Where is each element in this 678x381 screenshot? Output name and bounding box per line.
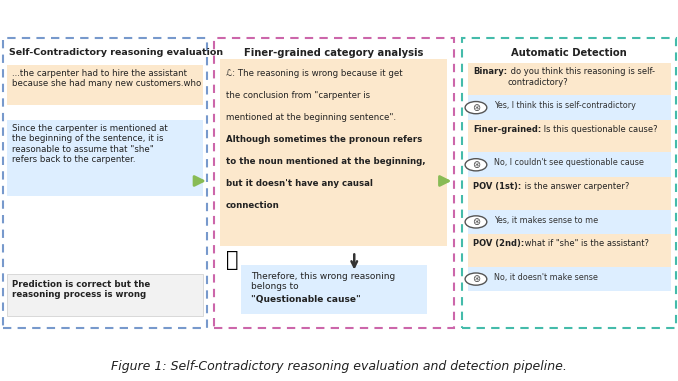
Circle shape — [465, 101, 487, 114]
Text: but it doesn't have any causal: but it doesn't have any causal — [226, 179, 373, 188]
FancyBboxPatch shape — [7, 274, 203, 316]
FancyBboxPatch shape — [3, 38, 207, 328]
FancyBboxPatch shape — [468, 152, 671, 177]
Text: the conclusion from "carpenter is: the conclusion from "carpenter is — [226, 91, 370, 100]
FancyBboxPatch shape — [7, 120, 203, 196]
Text: to the noun mentioned at the beginning,: to the noun mentioned at the beginning, — [226, 157, 425, 166]
Text: ⊛: ⊛ — [472, 274, 480, 284]
FancyBboxPatch shape — [241, 265, 427, 314]
Text: Figure 1: Self-Contradictory reasoning evaluation and detection pipeline.: Figure 1: Self-Contradictory reasoning e… — [111, 360, 567, 373]
Text: Therefore, this wrong reasoning
belongs to: Therefore, this wrong reasoning belongs … — [251, 272, 395, 291]
Text: Yes, it makes sense to me: Yes, it makes sense to me — [494, 216, 598, 224]
FancyBboxPatch shape — [462, 38, 676, 328]
FancyBboxPatch shape — [468, 63, 671, 95]
FancyBboxPatch shape — [468, 120, 671, 152]
Text: POV (1st):: POV (1st): — [473, 182, 521, 191]
Text: POV (2nd):: POV (2nd): — [473, 239, 525, 248]
Text: ...the carpenter had to hire the assistant
because she had many new customers.wh: ...the carpenter had to hire the assista… — [12, 69, 201, 88]
Circle shape — [465, 273, 487, 285]
Circle shape — [465, 216, 487, 228]
Text: is the answer carpenter?: is the answer carpenter? — [522, 182, 629, 191]
Text: mentioned at the beginning sentence".: mentioned at the beginning sentence". — [226, 113, 396, 122]
Text: Automatic Detection: Automatic Detection — [511, 48, 627, 58]
FancyBboxPatch shape — [214, 38, 454, 328]
Text: Finer-grained:: Finer-grained: — [473, 125, 542, 134]
Text: 🧕: 🧕 — [226, 250, 238, 269]
Text: Finer-grained category analysis: Finer-grained category analysis — [244, 48, 424, 58]
Text: Is this questionable cause?: Is this questionable cause? — [541, 125, 658, 134]
FancyBboxPatch shape — [220, 59, 447, 246]
FancyBboxPatch shape — [468, 267, 671, 291]
FancyBboxPatch shape — [468, 177, 671, 210]
FancyBboxPatch shape — [7, 65, 203, 105]
Text: ℒ: The reasoning is wrong because it get: ℒ: The reasoning is wrong because it get — [226, 69, 403, 78]
Text: Binary:: Binary: — [473, 67, 507, 77]
FancyBboxPatch shape — [468, 234, 671, 267]
FancyBboxPatch shape — [468, 95, 671, 120]
Text: "Questionable cause": "Questionable cause" — [251, 295, 361, 304]
Text: ⊛: ⊛ — [472, 217, 480, 227]
Text: Prediction is correct but the
reasoning process is wrong: Prediction is correct but the reasoning … — [12, 280, 150, 299]
Text: No, I couldn't see questionable cause: No, I couldn't see questionable cause — [494, 158, 643, 167]
Text: Since the carpenter is mentioned at
the beginning of the sentence, it is
reasona: Since the carpenter is mentioned at the … — [12, 124, 167, 164]
Text: Although sometimes the pronoun refers: Although sometimes the pronoun refers — [226, 135, 422, 144]
Text: No, it doesn't make sense: No, it doesn't make sense — [494, 273, 597, 282]
FancyBboxPatch shape — [468, 210, 671, 234]
Text: do you think this reasoning is self-
contradictory?: do you think this reasoning is self- con… — [508, 67, 655, 87]
Text: ⊛: ⊛ — [472, 160, 480, 170]
Text: connection: connection — [226, 201, 279, 210]
Text: Self-Contradictory reasoning evaluation: Self-Contradictory reasoning evaluation — [9, 48, 223, 57]
Text: what if "she" is the assistant?: what if "she" is the assistant? — [522, 239, 649, 248]
Circle shape — [465, 158, 487, 171]
Text: ⊛: ⊛ — [472, 102, 480, 113]
Text: Yes, I think this is self-contradictory: Yes, I think this is self-contradictory — [494, 101, 635, 110]
